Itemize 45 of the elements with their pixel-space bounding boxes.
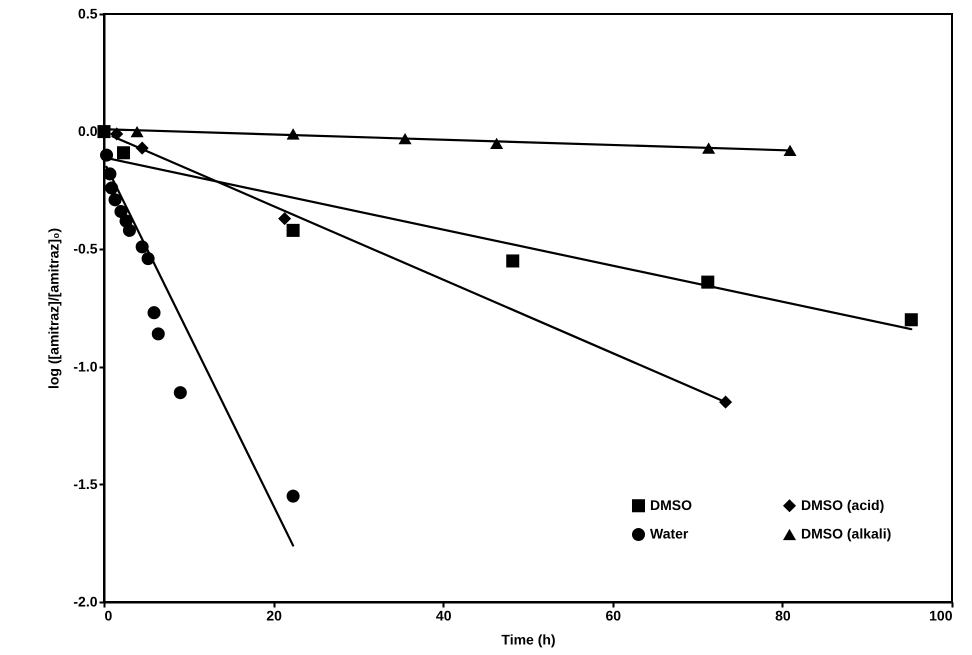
point [702, 142, 716, 154]
point [719, 396, 732, 409]
y-tick-label: 0.0 [78, 123, 98, 140]
point [490, 138, 504, 150]
point [904, 313, 918, 326]
point [286, 490, 300, 503]
y-tick-label: -0.5 [73, 240, 98, 257]
point [174, 386, 187, 400]
point [100, 148, 114, 162]
y-tick-label: -1.5 [73, 476, 98, 492]
point [114, 205, 128, 218]
point [105, 182, 118, 195]
point [278, 212, 292, 226]
point [286, 224, 300, 237]
x-tick-label: 0 [104, 608, 112, 624]
y-tick-label: 0.5 [78, 6, 98, 22]
point [152, 327, 165, 340]
point [286, 128, 300, 140]
x-tick-label: 40 [436, 608, 452, 624]
x-tick-label: 20 [266, 608, 282, 624]
x-tick-label: 100 [929, 608, 953, 624]
x-tick-label: 60 [606, 608, 622, 624]
point [148, 306, 161, 320]
legend-label: DMSO [650, 496, 692, 513]
point [136, 142, 149, 155]
x-tick-label: 80 [775, 608, 791, 624]
x-axis-title: Time (h) [501, 632, 556, 648]
point [136, 240, 149, 254]
y-tick-label: -1.0 [73, 358, 98, 374]
point [506, 254, 520, 268]
legend-label: DMSO (alkali) [801, 526, 892, 542]
y-axis-title: log ([amitraz]/[amitraz]₀) [45, 228, 62, 390]
point [398, 133, 412, 144]
legend-label: DMSO (acid) [801, 496, 884, 513]
point [97, 125, 111, 138]
point [110, 127, 124, 140]
point [784, 144, 797, 156]
point [142, 252, 155, 266]
point [116, 146, 130, 160]
point [108, 193, 122, 206]
point [122, 224, 136, 237]
point [701, 276, 714, 289]
y-tick-label: -2.0 [73, 594, 98, 610]
point [130, 126, 144, 138]
legend-label: Water [650, 526, 689, 542]
